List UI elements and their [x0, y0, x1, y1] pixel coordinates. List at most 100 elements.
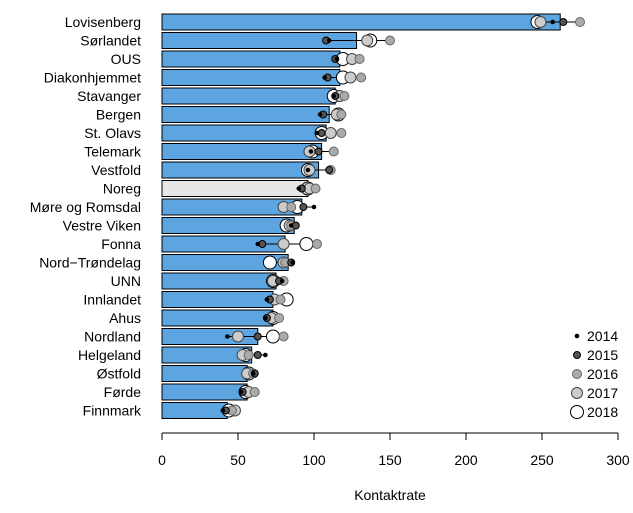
point-2016 [249, 387, 260, 397]
x-tick-label: 0 [158, 452, 166, 468]
point-2015 [253, 332, 262, 341]
legend-label: 2017 [587, 385, 618, 401]
category-label: UNN [111, 273, 141, 289]
x-axis: 0 50 100 150 200 250 300 [158, 432, 630, 468]
x-axis-title: Kontaktrate [354, 487, 426, 503]
category-label: Sørlandet [80, 33, 141, 49]
category-label: Nord−Trøndelag [39, 255, 141, 271]
legend-marker [571, 387, 583, 399]
point-2014 [296, 186, 302, 191]
legend-marker [572, 369, 582, 379]
point-2016 [339, 91, 350, 101]
x-tick-label: 200 [454, 452, 478, 468]
legend-label: 2014 [587, 328, 618, 344]
point-2017 [277, 238, 290, 250]
category-label: Helgeland [78, 347, 141, 363]
point-2014 [220, 408, 226, 413]
legend: 2014 2015 2016 2017 2018 [570, 328, 618, 420]
category-label: Innlandet [83, 292, 141, 308]
category-label: Lovisenberg [65, 14, 141, 30]
category-label: Telemark [84, 144, 142, 160]
point-2014 [317, 112, 323, 117]
point-2016 [385, 35, 395, 46]
point-2015 [314, 147, 323, 156]
bar [161, 124, 327, 142]
x-tick-label: 50 [230, 452, 246, 468]
legend-label: 2016 [587, 366, 618, 382]
point-2014 [331, 93, 337, 99]
point-2014 [308, 149, 314, 154]
category-label: Førde [104, 384, 142, 400]
bar [161, 402, 228, 419]
legend-marker [570, 405, 584, 419]
point-2016 [278, 331, 289, 342]
point-2016 [328, 146, 339, 157]
point-2016 [356, 72, 367, 83]
category-label: Ahus [109, 310, 141, 326]
legend-label: 2015 [587, 347, 618, 363]
point-2016 [336, 109, 347, 120]
point-2017 [534, 16, 547, 28]
bar [161, 272, 277, 290]
point-2014 [290, 260, 296, 265]
bar [161, 69, 341, 86]
point-2017 [232, 330, 244, 343]
point-2015 [299, 203, 308, 211]
bars-group [161, 13, 561, 419]
point-2014 [322, 75, 327, 80]
bar [161, 13, 561, 31]
category-labels-group: Lovisenberg Sørlandet OUS Diakonhjemmet Stav… [30, 14, 142, 419]
x-tick-label: 250 [530, 452, 554, 468]
point-2016 [310, 183, 321, 194]
point-2015 [559, 18, 568, 26]
bar [161, 50, 341, 68]
point-2014 [305, 167, 311, 173]
category-label: OUS [111, 51, 141, 67]
category-label: Diakonhjemmet [44, 70, 141, 86]
point-2014 [314, 130, 320, 136]
point-2014 [279, 278, 285, 284]
bar [161, 143, 323, 160]
point-2017 [344, 71, 357, 84]
point-2014 [225, 334, 230, 339]
point-2014 [326, 38, 332, 43]
point-2015 [325, 166, 334, 174]
bar [161, 106, 330, 123]
point-2014 [334, 56, 340, 62]
point-2014 [238, 389, 244, 395]
legend-marker [573, 351, 581, 359]
category-label: Bergen [96, 107, 141, 123]
category-label: Vestre Viken [63, 218, 141, 234]
category-label: St. Olavs [84, 125, 141, 141]
point-2018 [262, 255, 277, 270]
point-2014 [250, 371, 256, 376]
x-tick-label: 100 [302, 452, 326, 468]
bar [161, 180, 309, 197]
point-2014 [311, 204, 317, 210]
point-2014 [255, 241, 261, 247]
category-label: Finnmark [83, 403, 142, 419]
category-label: Noreg [103, 181, 141, 197]
point-2016 [274, 313, 285, 323]
point-2018 [299, 237, 314, 251]
point-2016 [575, 17, 585, 27]
x-tick-label: 300 [606, 452, 630, 468]
point-2014 [263, 352, 268, 358]
bar [161, 383, 248, 401]
bar [161, 217, 295, 234]
x-tick-label: 150 [378, 452, 402, 468]
point-2016 [243, 350, 254, 360]
category-label: Stavanger [77, 88, 141, 104]
point-2015 [253, 351, 262, 359]
bar [161, 87, 336, 105]
category-label: Fonna [101, 236, 141, 252]
point-2014 [264, 297, 270, 302]
category-label: Møre og Romsdal [30, 199, 141, 215]
bar [161, 365, 248, 382]
point-2014 [263, 315, 268, 321]
point-2018 [265, 329, 280, 344]
point-2016 [354, 54, 365, 64]
category-label: Østfold [97, 366, 141, 382]
point-2014 [288, 223, 294, 228]
